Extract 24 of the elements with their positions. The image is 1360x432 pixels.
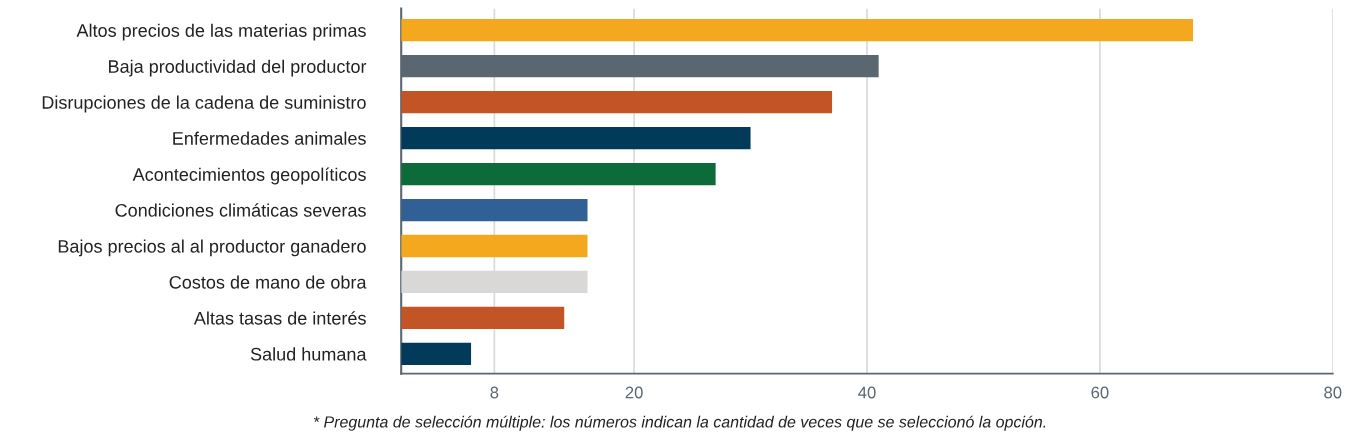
bar [401,234,588,258]
x-tick-label: 80 [1324,386,1342,399]
bar [401,306,565,330]
bar [401,19,1194,42]
y-tick-label: Enfermedades animales [173,131,366,145]
bar [401,198,588,222]
y-tick-label: Disrupciones de la cadena de suministro [42,95,366,113]
x-tick-label: 8 [490,386,499,399]
y-tick-label: Costos de mano de obra [169,275,367,289]
y-tick-label: Salud humana [250,347,367,361]
bar [401,91,833,114]
y-tick-label: Baja productividad del productor [109,59,367,77]
bar [401,342,472,366]
x-tick-label: 60 [1091,386,1109,399]
y-tick-label: Altos precios de las materias primas [76,23,366,41]
text: * Pregunta de selección múltiple: los números indican la cantidad de veces que se seleccionó la opción. [313,415,1046,431]
y-tick-label: Bajos precios al al productor ganadero [58,239,366,257]
bar [401,162,716,186]
y-tick-label: Altas tasas de interés [193,311,366,325]
y-tick-label: Acontecimientos geopolíticos [132,167,366,185]
x-tick-label: 40 [858,386,876,399]
bar [401,126,751,150]
x-tick-label: 20 [625,386,643,399]
y-tick-label: Condiciones climáticas severas [115,203,366,217]
